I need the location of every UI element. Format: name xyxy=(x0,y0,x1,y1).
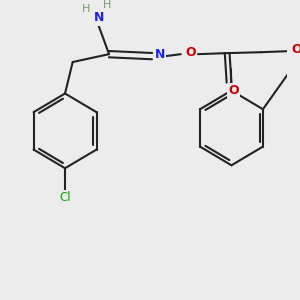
Text: N: N xyxy=(154,48,165,61)
Text: O: O xyxy=(291,43,300,56)
Text: Cl: Cl xyxy=(59,191,71,204)
Text: O: O xyxy=(228,84,239,97)
Text: O: O xyxy=(185,46,196,59)
Text: H: H xyxy=(103,0,111,10)
Text: H: H xyxy=(82,4,90,14)
Text: N: N xyxy=(94,11,105,24)
